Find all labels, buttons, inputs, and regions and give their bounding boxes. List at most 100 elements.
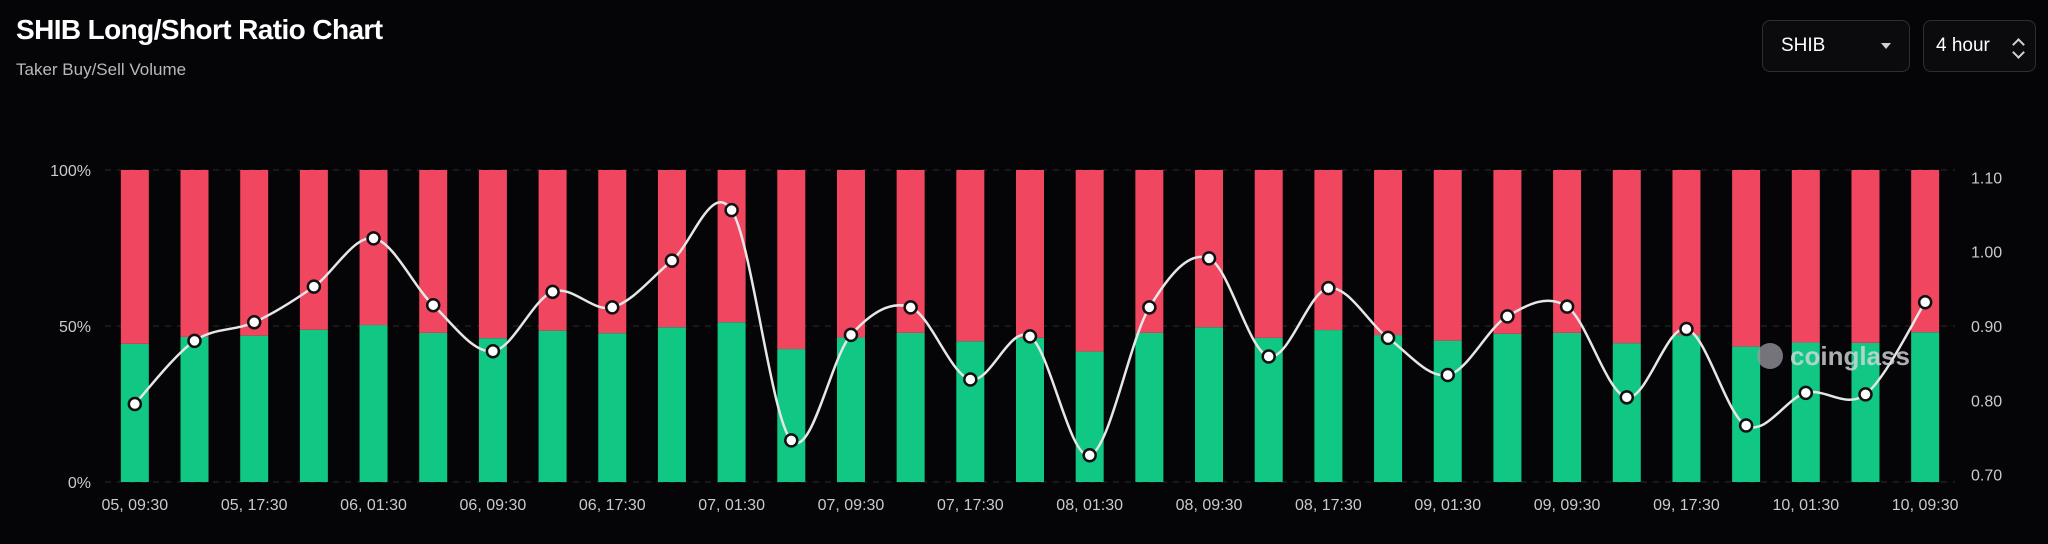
x-tick-label: 06, 09:30 — [460, 497, 527, 514]
ratio-point — [1559, 299, 1575, 314]
y-right-tick-label: 0.70 — [1971, 468, 2002, 485]
chart-subtitle: Taker Buy/Sell Volume — [16, 60, 187, 79]
short-bar — [1314, 170, 1343, 331]
short-bar — [1732, 170, 1761, 347]
ratio-point — [963, 372, 978, 387]
interval-select-value: 4 hour — [1936, 35, 1990, 56]
ratio-point — [664, 253, 680, 268]
short-bar — [1851, 170, 1880, 343]
long-bar — [598, 333, 627, 482]
long-bar — [1433, 340, 1462, 482]
x-tick-label: 10, 01:30 — [1772, 497, 1839, 514]
y-right-tick-label: 1.10 — [1971, 170, 2002, 187]
ratio-point — [1679, 321, 1694, 337]
long-bar — [180, 336, 209, 482]
long-bar — [478, 338, 507, 482]
short-bar — [956, 170, 985, 342]
x-tick-label: 06, 17:30 — [579, 497, 646, 514]
long-bar — [1195, 327, 1224, 482]
short-bar — [1374, 170, 1403, 336]
short-bar — [1672, 170, 1701, 336]
short-bar — [1612, 170, 1641, 344]
interval-select[interactable]: 4 hour — [1923, 20, 2036, 72]
x-tick-label: 08, 17:30 — [1295, 497, 1362, 514]
long-bar — [240, 335, 269, 482]
ratio-point — [903, 300, 918, 315]
ratio-point — [127, 396, 143, 412]
ratio-point — [1738, 418, 1754, 433]
short-bar — [1433, 170, 1462, 341]
long-bar — [896, 332, 925, 482]
ratio-point — [1798, 385, 1814, 401]
long-bar — [1911, 332, 1940, 482]
short-bar — [777, 170, 806, 350]
x-tick-label: 08, 01:30 — [1056, 497, 1123, 514]
x-tick-label: 09, 09:30 — [1534, 497, 1601, 514]
ratio-point — [784, 433, 799, 448]
x-tick-label: 08, 09:30 — [1176, 497, 1243, 514]
long-bar — [1493, 333, 1522, 482]
long-bar — [717, 322, 746, 482]
x-tick-label: 09, 01:30 — [1414, 497, 1481, 514]
long-bar — [1553, 332, 1582, 482]
x-tick-label: 05, 17:30 — [221, 497, 288, 514]
long-bar — [538, 330, 567, 482]
short-bar — [180, 170, 209, 337]
long-bar — [359, 325, 388, 482]
long-bar — [1791, 342, 1820, 482]
short-bar — [1493, 170, 1522, 334]
ratio-point — [485, 344, 501, 359]
ratio-point — [1500, 309, 1515, 324]
ratio-point — [1917, 294, 1933, 310]
y-left-tick-label: 100% — [50, 163, 91, 180]
x-tick-label: 07, 01:30 — [698, 497, 765, 514]
long-bar — [1016, 337, 1044, 482]
short-bar — [1016, 170, 1044, 338]
coin-select-value: SHIB — [1781, 35, 1826, 56]
long-bar — [657, 327, 686, 482]
coin-select[interactable]: SHIB — [1762, 20, 1910, 72]
short-bar — [478, 170, 507, 339]
short-bar — [1254, 170, 1283, 338]
ratio-point — [1142, 300, 1157, 315]
ratio-point — [1082, 448, 1097, 463]
short-bar — [1075, 170, 1104, 352]
long-bar — [836, 337, 865, 482]
chart-title: SHIB Long/Short Ratio Chart — [16, 14, 383, 45]
ratio-point — [1619, 390, 1635, 405]
ratio-point — [1380, 330, 1396, 346]
long-bar — [419, 332, 448, 482]
long-bar — [120, 343, 149, 482]
short-bar — [538, 170, 567, 331]
ratio-point — [1261, 349, 1276, 364]
y-left-tick-label: 0% — [68, 475, 91, 492]
long-bar — [299, 329, 328, 482]
coinglass-logo-icon — [1757, 343, 1783, 369]
long-bar — [777, 349, 806, 482]
x-tick-label: 07, 09:30 — [818, 497, 885, 514]
x-tick-label: 07, 17:30 — [937, 497, 1004, 514]
chevron-down-icon — [1881, 43, 1891, 49]
y-right-tick-label: 0.90 — [1971, 319, 2002, 336]
ratio-point — [843, 327, 859, 343]
short-bar — [1791, 170, 1820, 343]
ratio-point — [306, 279, 322, 294]
short-bar — [120, 170, 149, 344]
ratio-point — [1440, 367, 1455, 383]
y-right-tick-label: 0.80 — [1971, 393, 2002, 410]
watermark-text: coinglass — [1790, 341, 1910, 371]
long-bar — [1374, 335, 1403, 482]
x-tick-label: 06, 01:30 — [340, 497, 407, 514]
ratio-point — [605, 300, 620, 315]
short-bar — [299, 170, 328, 330]
short-bar — [1195, 170, 1224, 328]
ratio-point — [1201, 251, 1217, 266]
ratio-point — [1858, 387, 1873, 402]
long-bar — [1135, 332, 1164, 482]
ratio-point — [1321, 280, 1336, 296]
ratio-point — [425, 297, 441, 313]
long-bar — [1851, 342, 1880, 482]
ratio-point — [545, 284, 560, 300]
x-tick-label: 09, 17:30 — [1653, 497, 1720, 514]
